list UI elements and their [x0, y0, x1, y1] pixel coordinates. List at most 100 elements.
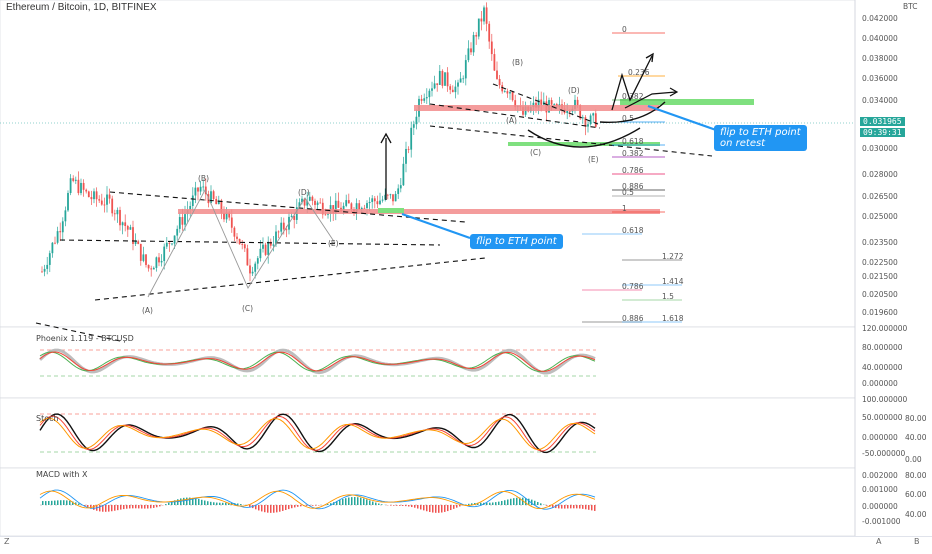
candle-body: [54, 243, 56, 244]
macd-histogram-bar: [48, 501, 50, 505]
candle-body: [431, 88, 433, 90]
macd-histogram-bar: [450, 505, 452, 510]
log-scale-button[interactable]: B: [914, 537, 920, 546]
price-scale-label: 0.019600: [862, 308, 898, 317]
fib-lower-label: 0.886: [622, 314, 644, 323]
macd-histogram-bar: [594, 505, 596, 511]
candle-body: [247, 248, 249, 265]
candle-body: [379, 201, 381, 205]
candle-body: [52, 243, 54, 253]
macd-histogram-bar: [396, 505, 398, 506]
candle-body: [447, 72, 449, 86]
macd-histogram-bar: [573, 505, 575, 508]
candle-body: [137, 241, 139, 244]
candle-body: [174, 236, 176, 244]
pane-frame: [0, 0, 855, 327]
phoenix-scale-label: 0.000000: [862, 379, 898, 388]
candle-body: [213, 191, 215, 199]
candle-body: [176, 229, 178, 236]
candle-body: [366, 203, 368, 208]
wave-label: (A): [142, 306, 153, 315]
macd-histogram-bar: [159, 505, 161, 506]
stoch-scale-right: 80.00: [905, 414, 927, 423]
candle-body: [169, 243, 171, 244]
candle-body: [314, 201, 316, 205]
phoenix-label: Phoenix 1.119 - BTCUSD: [36, 334, 134, 343]
macd-histogram-bar: [423, 505, 425, 510]
candle-body: [457, 82, 459, 86]
fib-lower-label: 1.272: [662, 252, 684, 261]
macd-histogram-bar: [456, 505, 458, 508]
candle-body: [351, 203, 353, 209]
macd-scale-right: 60.00: [905, 490, 927, 499]
macd-histogram-bar: [327, 504, 329, 505]
macd-histogram-bar: [546, 505, 548, 506]
macd-histogram-bar: [372, 502, 374, 505]
macd-histogram-bar: [285, 505, 287, 510]
candle-body: [421, 99, 423, 101]
macd-histogram-bar: [219, 503, 221, 505]
macd-histogram-bar: [498, 502, 500, 505]
macd-histogram-bar: [153, 505, 155, 508]
stoch-scale-label: -50.000000: [862, 449, 905, 458]
candle-body: [234, 228, 236, 237]
macd-histogram-bar: [390, 505, 392, 506]
candle-body: [439, 71, 441, 85]
candle-body: [46, 265, 48, 269]
candle-body: [148, 265, 150, 268]
fib-upper-label: 0.236: [628, 68, 650, 77]
macd-histogram-bar: [63, 500, 65, 505]
macd-histogram-bar: [132, 505, 134, 508]
macd-histogram-bar: [393, 505, 395, 506]
candle-body: [231, 218, 233, 228]
macd-histogram-bar: [300, 505, 302, 506]
macd-histogram-bar: [60, 500, 62, 505]
candle-body: [481, 19, 483, 22]
macd-histogram-bar: [117, 505, 119, 510]
macd-histogram-bar: [366, 499, 368, 505]
candle-body: [91, 197, 93, 199]
macd-histogram-bar: [585, 505, 587, 509]
macd-histogram-bar: [123, 505, 125, 509]
candle-body: [423, 98, 425, 101]
candle-body: [236, 237, 238, 239]
macd-histogram-bar: [69, 501, 71, 505]
macd-label: MACD with X: [36, 470, 88, 479]
macd-histogram-bar: [186, 498, 188, 505]
macd-histogram-bar: [120, 505, 122, 510]
candle-body: [156, 257, 158, 268]
macd-histogram-bar: [381, 504, 383, 505]
candle-body: [161, 261, 163, 262]
price-scale-label: 0.036000: [862, 74, 898, 83]
candle-body: [265, 245, 267, 255]
macd-histogram-bar: [489, 503, 491, 505]
auto-scale-button[interactable]: A: [876, 537, 881, 546]
macd-histogram-bar: [564, 505, 566, 509]
wave-label: (D): [568, 86, 580, 95]
candle-body: [465, 60, 467, 78]
macd-histogram-bar: [345, 498, 347, 505]
macd-histogram-bar: [195, 498, 197, 505]
macd-histogram-bar: [279, 505, 281, 512]
macd-histogram-bar: [420, 505, 422, 509]
pane-frame: [0, 398, 855, 468]
macd-histogram-bar: [147, 505, 149, 509]
macd-histogram-bar: [378, 504, 380, 505]
macd-histogram-bar: [570, 505, 572, 508]
candle-body: [257, 258, 259, 263]
macd-histogram-bar: [495, 502, 497, 505]
zoom-button[interactable]: Z: [4, 537, 9, 546]
candle-body: [483, 7, 485, 21]
candle-body: [499, 79, 501, 85]
macd-histogram-bar: [282, 505, 284, 511]
candle-body: [72, 178, 74, 181]
candle-body: [429, 91, 431, 97]
candle-body: [109, 195, 111, 199]
candle-body: [569, 111, 571, 112]
macd-histogram-bar: [480, 503, 482, 505]
macd-histogram-bar: [414, 505, 416, 508]
macd-histogram-bar: [351, 497, 353, 505]
macd-histogram-bar: [144, 505, 146, 509]
